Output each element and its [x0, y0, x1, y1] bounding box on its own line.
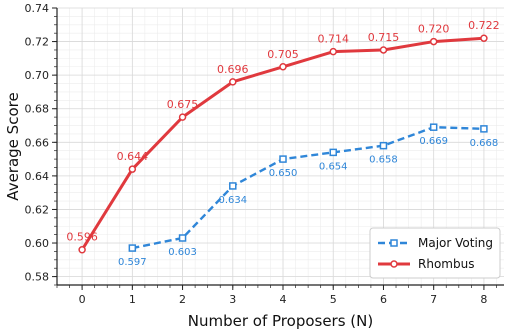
- y-tick-label: 0.72: [25, 36, 50, 49]
- y-tick-label: 0.68: [25, 103, 50, 116]
- data-point-rhombus: [78, 245, 86, 254]
- x-tick-label: 1: [129, 293, 136, 306]
- grid: [56, 7, 504, 286]
- y-tick-label: 0.66: [25, 136, 50, 149]
- data-point-rhombus: [229, 78, 237, 86]
- legend-marker: [390, 260, 398, 268]
- data-point-rhombus: [329, 47, 337, 56]
- y-tick-label: 0.70: [25, 69, 50, 82]
- y-tick-label: 0.64: [25, 170, 50, 183]
- data-label-major-voting: 0.650: [269, 168, 298, 179]
- axes: 0.58 0.60 0.62 0.64 0.66 0.68 0.70 0.72 0.74 0 1 2 3…: [25, 2, 504, 306]
- data-label-major-voting: 0.597: [118, 257, 147, 268]
- data-label-rhombus: 0.715: [368, 31, 400, 44]
- data-label-rhombus: 0.720: [418, 23, 450, 36]
- legend-label: Major Voting: [418, 236, 493, 250]
- data-point-major-voting: [480, 125, 488, 133]
- data-label-major-voting: 0.658: [369, 155, 398, 166]
- legend-label: Rhombus: [418, 257, 474, 271]
- legend: Major Voting Rhombus: [369, 227, 501, 279]
- data-label-rhombus: 0.714: [317, 33, 349, 46]
- data-point-rhombus: [429, 37, 438, 46]
- y-axis-title: Average Score: [4, 92, 22, 200]
- x-tick-label: 5: [330, 293, 337, 306]
- data-label-major-voting: 0.603: [168, 247, 197, 258]
- data-label-rhombus: 0.644: [117, 150, 149, 163]
- data-label-major-voting: 0.654: [319, 161, 348, 172]
- x-tick-label: 6: [380, 293, 387, 306]
- data-labels: 0.597 0.603 0.634 0.650 0.654 0.658 0.669 0.668…: [66, 19, 499, 268]
- data-point-rhombus: [178, 113, 187, 121]
- x-tick-label: 8: [480, 293, 487, 306]
- y-tick-label: 0.62: [25, 203, 50, 216]
- data-label-major-voting: 0.668: [470, 138, 499, 149]
- data-label-rhombus: 0.696: [217, 63, 249, 76]
- x-tick-label: 7: [430, 293, 437, 306]
- y-tick-label: 0.60: [25, 237, 50, 250]
- data-label-major-voting: 0.669: [419, 136, 448, 147]
- legend-marker: [390, 239, 398, 247]
- data-label-rhombus: 0.675: [167, 98, 199, 111]
- data-point-rhombus: [480, 34, 488, 42]
- data-point-major-voting: [178, 234, 187, 242]
- y-tick-label: 0.58: [25, 271, 50, 284]
- data-point-major-voting: [429, 123, 438, 131]
- data-label-major-voting: 0.634: [218, 195, 247, 206]
- data-point-major-voting: [379, 141, 388, 150]
- series: [78, 34, 488, 254]
- data-point-rhombus: [128, 165, 137, 173]
- y-tick-label: 0.74: [25, 2, 50, 15]
- data-point-rhombus: [379, 46, 388, 54]
- data-label-rhombus: 0.596: [66, 231, 98, 244]
- data-point-major-voting: [128, 244, 137, 252]
- data-point-major-voting: [279, 155, 287, 163]
- x-axis-title: Number of Proposers (N): [188, 312, 373, 330]
- data-label-rhombus: 0.722: [468, 19, 500, 32]
- x-tick-label: 0: [79, 293, 86, 306]
- legend-items: Major Voting Rhombus: [378, 236, 493, 271]
- x-tick-label: 4: [280, 293, 287, 306]
- data-point-major-voting: [329, 148, 337, 157]
- data-point-major-voting: [229, 182, 237, 190]
- x-tick-label: 3: [229, 293, 236, 306]
- data-label-rhombus: 0.705: [267, 48, 299, 61]
- x-tick-label: 2: [179, 293, 186, 306]
- data-point-rhombus: [279, 63, 287, 71]
